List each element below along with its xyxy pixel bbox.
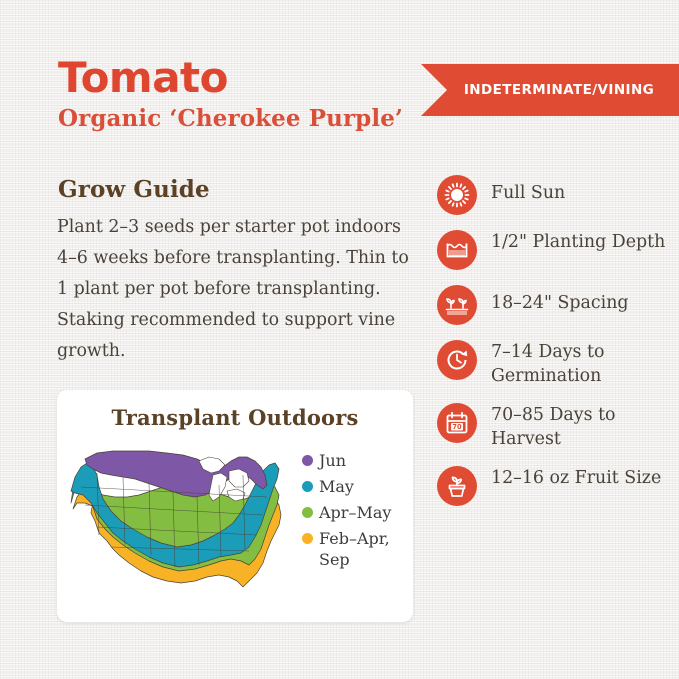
page-subtitle: Organic ‘Cherokee Purple’ bbox=[58, 105, 404, 132]
great-lakes bbox=[198, 456, 250, 502]
legend-item-feb-apr-sep: Feb–Apr, Sep bbox=[302, 528, 410, 570]
legend-label-jun: Jun bbox=[319, 451, 347, 470]
fact-spacing: 18–24" Spacing bbox=[437, 285, 677, 325]
calendar-icon: 70 bbox=[437, 403, 477, 443]
fruit-size-icon bbox=[437, 466, 477, 506]
zone-jun bbox=[84, 450, 268, 498]
fact-fruit-size: 12–16 oz Fruit Size bbox=[437, 466, 677, 506]
fact-label-fruit-size: 12–16 oz Fruit Size bbox=[491, 468, 662, 488]
legend-dot-apr-may bbox=[302, 507, 313, 518]
fact-label-planting-depth: 1/2" Planting Depth bbox=[491, 232, 666, 252]
growing-facts-list: Full Sun 1/2" Planting Depth bbox=[437, 175, 677, 521]
sun-icon bbox=[437, 175, 477, 215]
growth-habit-label: INDETERMINATE/VINING bbox=[463, 82, 655, 98]
legend-item-apr-may: Apr–May bbox=[302, 502, 410, 523]
fact-harvest: 70 70–85 Days to Harvest bbox=[437, 403, 677, 451]
legend-dot-jun bbox=[302, 455, 313, 466]
us-zone-map bbox=[70, 450, 282, 588]
grow-guide-body: Plant 2–3 seeds per starter pot indoors … bbox=[57, 217, 409, 361]
fact-label-harvest: 70–85 Days to Harvest bbox=[491, 405, 616, 449]
page-title: Tomato bbox=[58, 53, 228, 102]
legend-label-may: May bbox=[319, 477, 354, 496]
fact-full-sun: Full Sun bbox=[437, 175, 677, 215]
legend-dot-feb-apr-sep bbox=[302, 533, 313, 544]
spacing-icon bbox=[437, 285, 477, 325]
state-borders bbox=[80, 472, 268, 568]
legend-dot-may bbox=[302, 481, 313, 492]
map-card-title: Transplant Outdoors bbox=[111, 405, 359, 430]
legend-item-may: May bbox=[302, 476, 410, 497]
growth-habit-banner: INDETERMINATE/VINING bbox=[421, 64, 679, 116]
fact-label-full-sun: Full Sun bbox=[491, 183, 566, 203]
transplant-map-card: Transplant Outdoors bbox=[57, 390, 413, 622]
fact-label-spacing: 18–24" Spacing bbox=[491, 293, 629, 313]
fact-planting-depth: 1/2" Planting Depth bbox=[437, 230, 677, 270]
legend-item-jun: Jun bbox=[302, 450, 410, 471]
depth-icon bbox=[437, 230, 477, 270]
grow-guide-heading: Grow Guide bbox=[58, 176, 210, 203]
fact-label-germination: 7–14 Days to Germination bbox=[491, 342, 605, 386]
map-legend: Jun May Apr–May Feb–Apr, Sep bbox=[302, 450, 410, 575]
zone-may bbox=[70, 462, 280, 568]
clock-icon bbox=[437, 340, 477, 380]
calendar-badge-number: 70 bbox=[452, 423, 462, 431]
fact-germination: 7–14 Days to Germination bbox=[437, 340, 677, 388]
legend-label-feb-apr-sep: Feb–Apr, Sep bbox=[319, 529, 390, 569]
legend-label-apr-may: Apr–May bbox=[319, 503, 392, 522]
